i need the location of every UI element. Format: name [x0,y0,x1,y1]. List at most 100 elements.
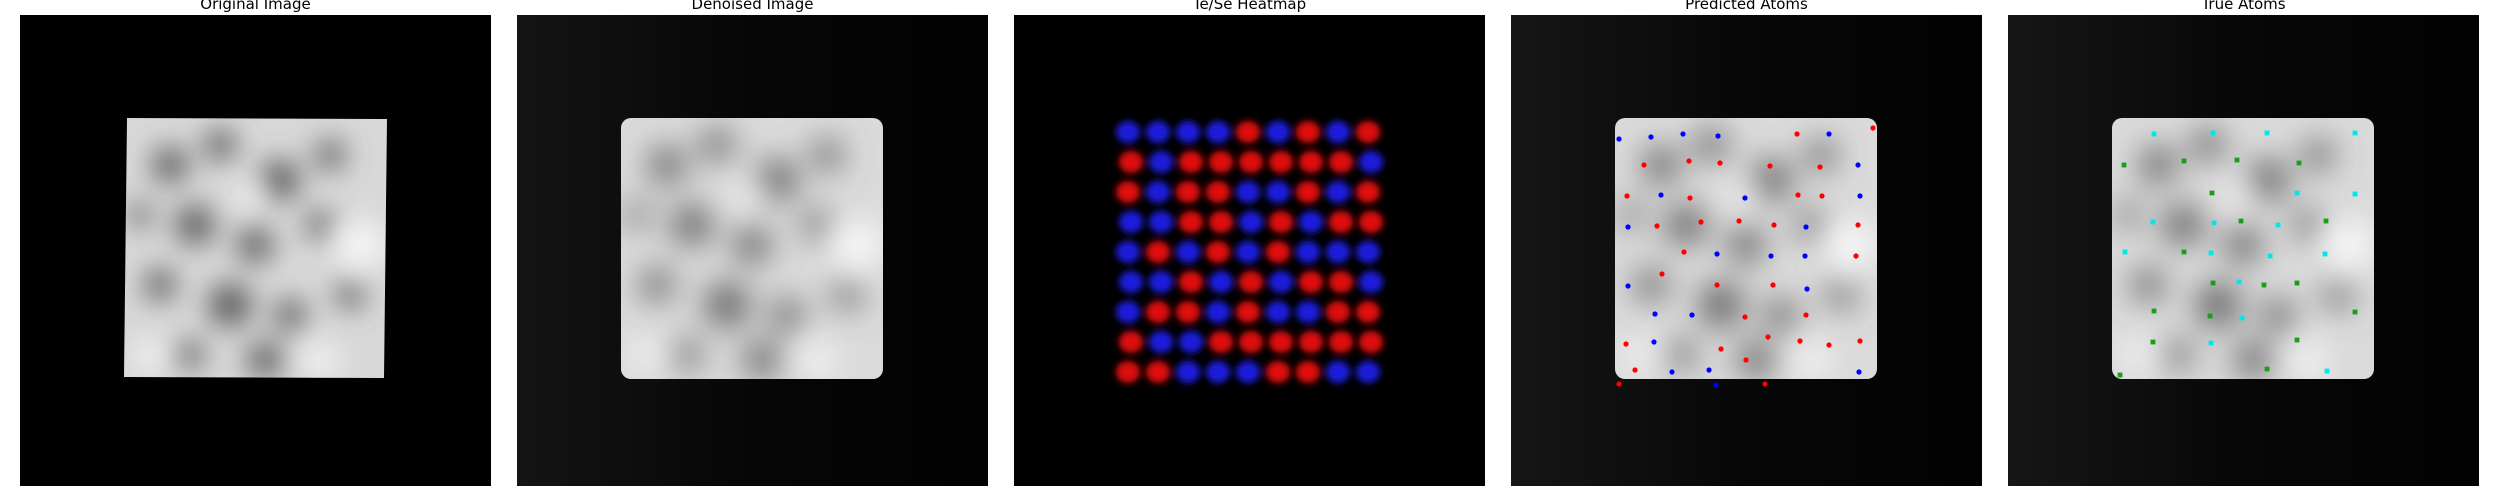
true-atom-cyan [2324,368,2330,374]
heatmap-blobs [1116,121,1383,383]
se-heat-blob [1359,271,1383,293]
te-heat-blob [1236,121,1260,143]
true-atom-green [2121,162,2127,168]
predicted-se-atom [1826,131,1832,137]
te-heat-blob [1119,151,1143,173]
se-heat-blob [1296,241,1320,263]
se-heat-blob [1356,241,1380,263]
se-heat-blob [1176,241,1200,263]
true-atom-cyan [2211,220,2217,226]
predicted-te-atom [1623,341,1629,347]
predicted-se-atom [1689,312,1695,318]
te-heat-blob [1209,331,1233,353]
se-heat-blob [1146,181,1170,203]
predicted-te-atom [1797,338,1803,344]
se-heat-blob [1206,361,1230,383]
true-atom-green [2296,160,2302,166]
predicted-se-atom [1652,311,1658,317]
predicted-te-atom [1743,357,1749,363]
true-atom-green [2181,158,2187,164]
te-heat-blob [1296,121,1320,143]
true-atom-green [2117,372,2123,378]
denoised-image-panel: Denoised Image [517,0,988,486]
te-heat-blob [1119,331,1143,353]
true-atom-cyan [2208,250,2214,256]
predicted-te-atom [1826,342,1832,348]
te-heat-blob [1206,241,1230,263]
predicted-te-atom [1681,249,1687,255]
predicted-se-atom [1669,369,1675,375]
te-heat-blob [1329,271,1353,293]
predicted-se-atom [1680,131,1686,137]
predicted-se-atom [1855,162,1861,168]
predicted-se-atom [1802,253,1808,259]
te-heat-blob [1146,241,1170,263]
true-atom-green [2207,313,2213,319]
predicted-te-atom [1795,192,1801,198]
heatmap-panel: Te/Se Heatmap [1014,0,1485,486]
predicted-te-atom [1803,312,1809,318]
se-heat-blob [1119,211,1143,233]
predicted-te-atom [1762,381,1768,387]
se-heat-blob [1116,301,1140,323]
te-heat-blob [1296,361,1320,383]
predicted-te-atom [1819,193,1825,199]
predicted-atoms-panel: Predicted Atoms [1511,0,1982,486]
te-heat-blob [1116,181,1140,203]
te-heat-blob [1209,151,1233,173]
se-heat-blob [1206,301,1230,323]
te-heat-blob [1146,301,1170,323]
predicted-te-atom [1736,218,1742,224]
predicted-te-atom [1767,163,1773,169]
predicted-se-atom [1856,369,1862,375]
te-heat-blob [1266,361,1290,383]
true-atom-cyan [2239,315,2245,321]
true-atom-cyan [2122,249,2128,255]
predicted-te-atom [1794,131,1800,137]
se-heat-blob [1356,361,1380,383]
panel-title: Original Image [200,0,311,13]
predicted-se-atom [1625,283,1631,289]
predicted-se-atom [1651,339,1657,345]
se-heat-blob [1176,121,1200,143]
predicted-te-atom [1853,253,1859,259]
true-atom-green [2294,337,2300,343]
predicted-te-atom [1632,367,1638,373]
true-atoms-panel: True Atoms [2008,0,2479,486]
true-atom-green [2294,280,2300,286]
te-heat-blob [1326,301,1350,323]
predicted-te-atom [1714,282,1720,288]
true-atom-cyan [2352,130,2358,136]
te-heat-blob [1269,331,1293,353]
true-atom-green [2238,218,2244,224]
predicted-te-atom [1686,158,1692,164]
true-atom-green [2210,280,2216,286]
predicted-se-atom [1648,134,1654,140]
panel-title: Denoised Image [691,0,814,13]
predicted-se-atom [1706,367,1712,373]
se-heat-blob [1236,181,1260,203]
te-heat-blob [1206,181,1230,203]
predicted-te-atom [1742,314,1748,320]
te-heat-blob [1356,301,1380,323]
true-atom-green [2323,218,2329,224]
te-heat-blob [1299,271,1323,293]
predicted-te-atom [1718,346,1724,352]
predicted-se-atom [1715,133,1721,139]
te-heat-blob [1209,211,1233,233]
se-heat-blob [1269,271,1293,293]
predicted-te-atom [1641,162,1647,168]
true-atom-cyan [2294,190,2300,196]
se-heat-blob [1236,241,1260,263]
true-atom-cyan [2236,279,2242,285]
heatmap-image [1014,15,1485,486]
te-heat-blob [1299,151,1323,173]
se-heat-blob [1326,361,1350,383]
te-heat-blob [1116,361,1140,383]
panel-title: Predicted Atoms [1685,0,1808,13]
predicted-te-atom [1857,338,1863,344]
te-heat-blob [1176,301,1200,323]
se-heat-blob [1296,301,1320,323]
predicted-atoms-image [1511,15,1982,486]
se-heat-blob [1239,211,1263,233]
